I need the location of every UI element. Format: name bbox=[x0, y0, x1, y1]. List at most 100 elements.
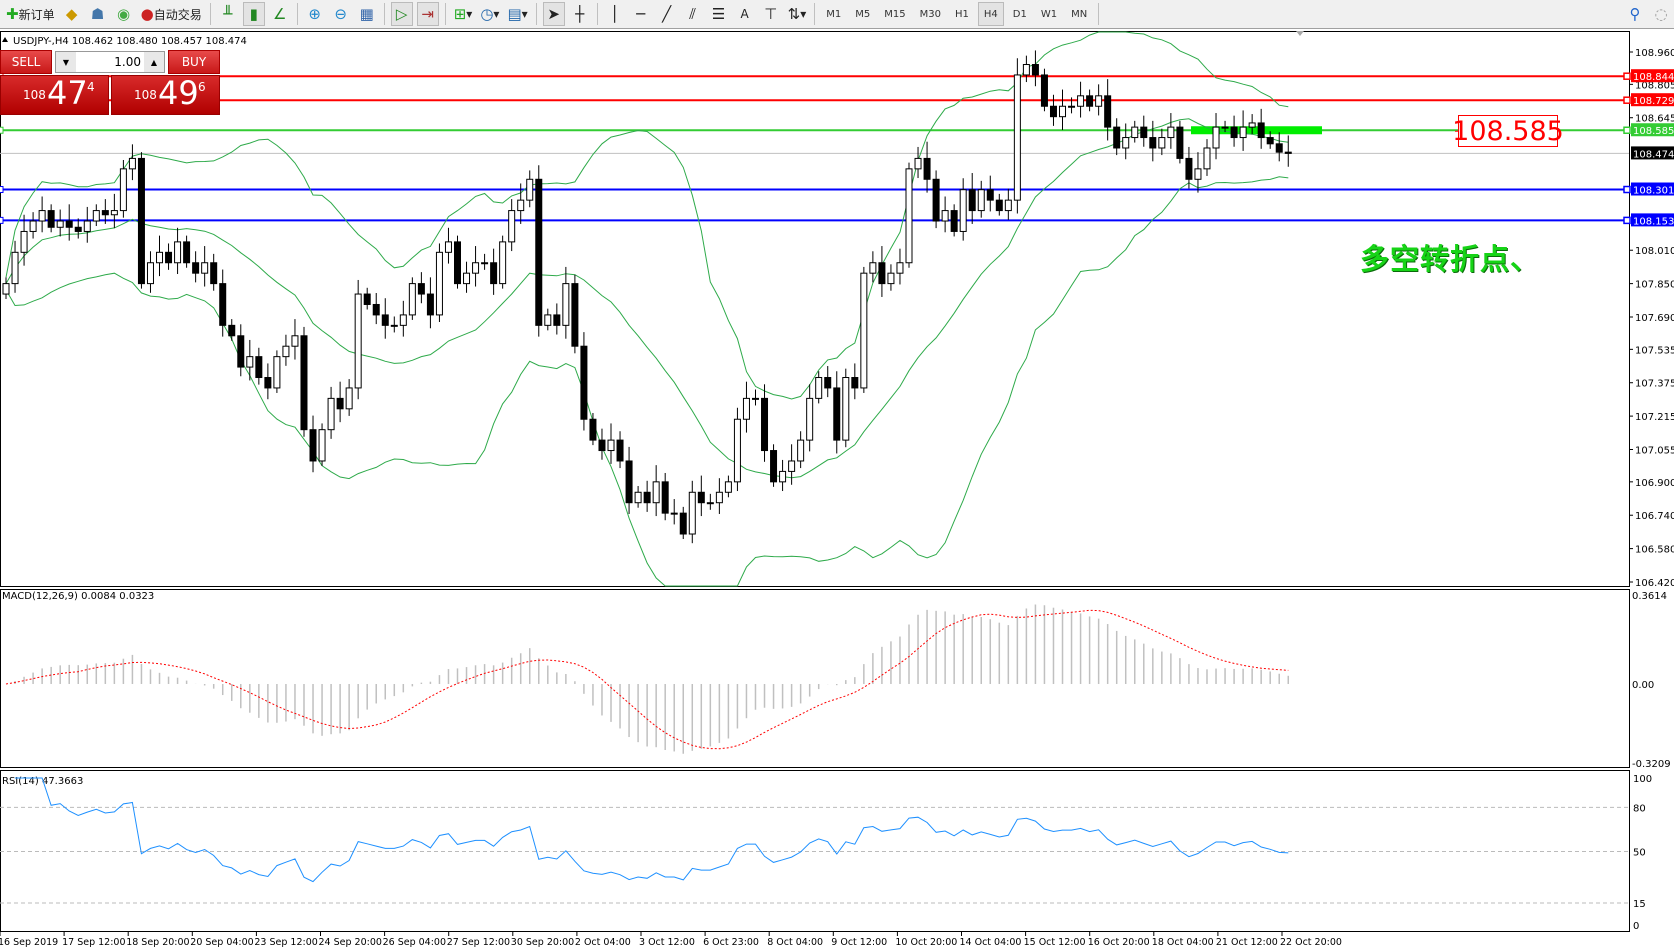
timeframe-m15[interactable]: M15 bbox=[884, 8, 906, 20]
rsi-axis-label: 15 bbox=[1633, 899, 1646, 910]
bull-candle bbox=[282, 345, 290, 358]
separator bbox=[444, 3, 446, 25]
text-tool[interactable]: A bbox=[734, 2, 756, 26]
buy-price-button[interactable]: 108 49 6 bbox=[111, 74, 220, 115]
sell-price-button[interactable]: 108 47 4 bbox=[0, 74, 109, 115]
bear-candle bbox=[255, 356, 263, 379]
auto-scroll-button[interactable]: ▷ bbox=[390, 2, 413, 26]
sell-price-prefix: 108 bbox=[23, 88, 46, 102]
price-axis-label: 107.055 bbox=[1635, 446, 1674, 457]
buy-button[interactable]: BUY bbox=[168, 50, 220, 74]
vertical-line-tool[interactable]: │ bbox=[604, 2, 626, 26]
collapse-triangle-icon bbox=[2, 37, 8, 42]
auto-trading-button[interactable]: ● 自动交易 bbox=[139, 2, 204, 26]
cursor-tool[interactable]: ➤ bbox=[542, 2, 565, 26]
line-chart-button[interactable]: ∠ bbox=[269, 2, 291, 26]
separator bbox=[209, 3, 211, 25]
bull-candle bbox=[1095, 95, 1103, 107]
price-axis-label: 106.580 bbox=[1635, 545, 1674, 556]
grid-icon: ▦ bbox=[359, 4, 374, 23]
bull-candle bbox=[273, 356, 281, 389]
timeframe-d1[interactable]: D1 bbox=[1012, 8, 1027, 20]
channel-tool[interactable]: ⫽ bbox=[682, 2, 704, 26]
increase-lots-button[interactable]: ▲ bbox=[144, 52, 164, 72]
auto-trading-icon: ● bbox=[140, 4, 154, 23]
bear-candle bbox=[923, 157, 931, 180]
timeframe-m5[interactable]: M5 bbox=[855, 8, 871, 20]
timeframe-mn[interactable]: MN bbox=[1071, 8, 1088, 20]
bear-candle bbox=[192, 262, 200, 274]
line-handle bbox=[0, 186, 4, 194]
trendline-tool[interactable]: ╱ bbox=[656, 2, 678, 26]
chat-button[interactable]: ◌ bbox=[1650, 2, 1672, 26]
bull-candle bbox=[92, 210, 100, 222]
horizontal-line-tool[interactable]: ─ bbox=[630, 2, 652, 26]
sell-button[interactable]: SELL bbox=[0, 50, 52, 74]
zoom-out-button[interactable]: ⊖ bbox=[330, 2, 352, 26]
bull-candle bbox=[1212, 126, 1220, 149]
tile-windows-button[interactable]: ▦ bbox=[356, 2, 378, 26]
bear-candle bbox=[851, 377, 859, 389]
arrows-tool[interactable]: ⇅ ▾ bbox=[787, 4, 807, 23]
bear-candle bbox=[643, 491, 651, 504]
chart-shift-marker-icon bbox=[1296, 31, 1304, 36]
navigator-button[interactable]: ☗ bbox=[87, 2, 109, 26]
timeframe-m1[interactable]: M1 bbox=[826, 8, 842, 20]
candlestick-button[interactable]: ▮ bbox=[242, 2, 265, 26]
buy-price-prefix: 108 bbox=[134, 88, 157, 102]
bull-candle bbox=[688, 491, 696, 535]
templates-button[interactable]: ▤ ▾ bbox=[507, 4, 528, 23]
bull-candle bbox=[1077, 95, 1085, 107]
lot-size-input[interactable] bbox=[76, 55, 144, 69]
bear-candle bbox=[986, 189, 994, 201]
price-tag-bg bbox=[1631, 123, 1674, 137]
timeframe-w1[interactable]: W1 bbox=[1040, 8, 1058, 20]
buy-price-big: 49 bbox=[158, 74, 199, 112]
separator bbox=[296, 3, 298, 25]
periods-button[interactable]: ◷ ▾ bbox=[480, 4, 500, 23]
bear-candle bbox=[1149, 137, 1157, 149]
crosshair-tool[interactable]: ┼ bbox=[569, 2, 591, 26]
line-handle bbox=[1623, 96, 1631, 104]
fibonacci-tool[interactable]: ☰ bbox=[708, 2, 730, 26]
bull-candle bbox=[11, 251, 19, 285]
bull-candle bbox=[1131, 126, 1139, 139]
line-handle bbox=[1623, 72, 1631, 80]
bear-candle bbox=[697, 491, 705, 504]
sell-price-big: 47 bbox=[47, 74, 88, 112]
line-handle bbox=[1623, 126, 1631, 134]
signals-button[interactable]: ◉ bbox=[113, 2, 135, 26]
decrease-lots-button[interactable]: ▼ bbox=[56, 52, 76, 72]
macd-pane bbox=[0, 589, 1630, 768]
lot-size-stepper[interactable]: ▼ ▲ bbox=[55, 51, 165, 73]
buy-price-pip: 6 bbox=[198, 80, 206, 94]
price-axis-label: 107.535 bbox=[1635, 345, 1674, 356]
time-axis-label: 9 Oct 12:00 bbox=[831, 937, 887, 948]
price-tag-bg bbox=[1631, 182, 1674, 196]
annotation-text[interactable]: 多空转折点、 bbox=[1360, 242, 1541, 276]
text-label-tool[interactable]: ⊤ bbox=[760, 2, 782, 26]
bear-candle bbox=[300, 335, 308, 431]
bear-candle bbox=[137, 157, 145, 285]
bollinger-middle bbox=[5, 118, 1289, 479]
zoom-in-button[interactable]: ⊕ bbox=[304, 2, 326, 26]
bull-candle bbox=[327, 397, 335, 431]
bear-candle bbox=[183, 241, 191, 264]
bear-candle bbox=[535, 178, 543, 326]
bear-candle bbox=[770, 450, 778, 483]
indicators-button[interactable]: ⊞ ▾ bbox=[453, 4, 473, 23]
bull-candle bbox=[463, 272, 471, 285]
bear-candle bbox=[995, 199, 1003, 212]
timeframe-h4[interactable]: H4 bbox=[977, 2, 1004, 26]
chart-shift-button[interactable]: ⇥ bbox=[416, 2, 439, 26]
metaeditor-button[interactable]: ◆ bbox=[61, 2, 83, 26]
price-label-box[interactable]: 108.585 bbox=[1452, 115, 1564, 147]
timeframe-m30[interactable]: M30 bbox=[919, 8, 941, 20]
new-order-button[interactable]: ✚ 新订单 bbox=[4, 2, 57, 26]
price-axis-label: 108.645 bbox=[1635, 114, 1674, 125]
timeframe-h1[interactable]: H1 bbox=[954, 8, 969, 20]
bear-candle bbox=[625, 460, 633, 504]
bar-chart-button[interactable]: ╨ bbox=[217, 2, 239, 26]
search-button[interactable]: ⚲ bbox=[1624, 2, 1646, 26]
